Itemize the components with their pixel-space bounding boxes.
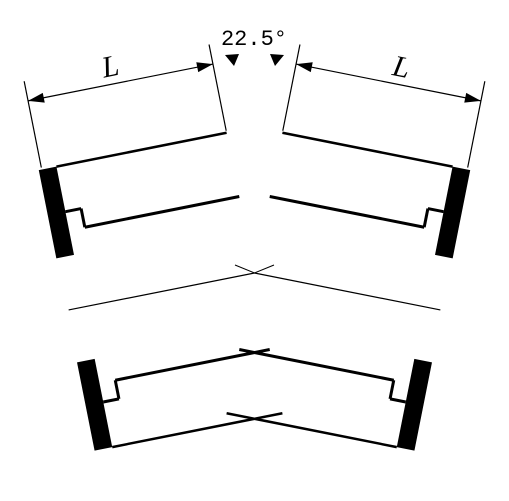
arrowhead-right-out	[464, 93, 482, 106]
right-angle-line	[283, 44, 300, 130]
left-inner-flange	[77, 359, 112, 451]
left-angle-line	[209, 44, 226, 130]
dim-label-right-L: L	[389, 49, 413, 85]
right-inner-flange	[397, 359, 432, 451]
bend-diagram: L L 22.5°	[0, 0, 509, 501]
arrowhead-right-in	[295, 59, 313, 72]
arrowhead-left-out	[27, 93, 45, 106]
apex-notch	[235, 265, 274, 273]
arrowhead-left-in	[196, 59, 214, 72]
dim-label-left-L: L	[98, 49, 122, 85]
angle-label: 22.5°	[221, 27, 287, 52]
angle-leader	[225, 54, 284, 66]
